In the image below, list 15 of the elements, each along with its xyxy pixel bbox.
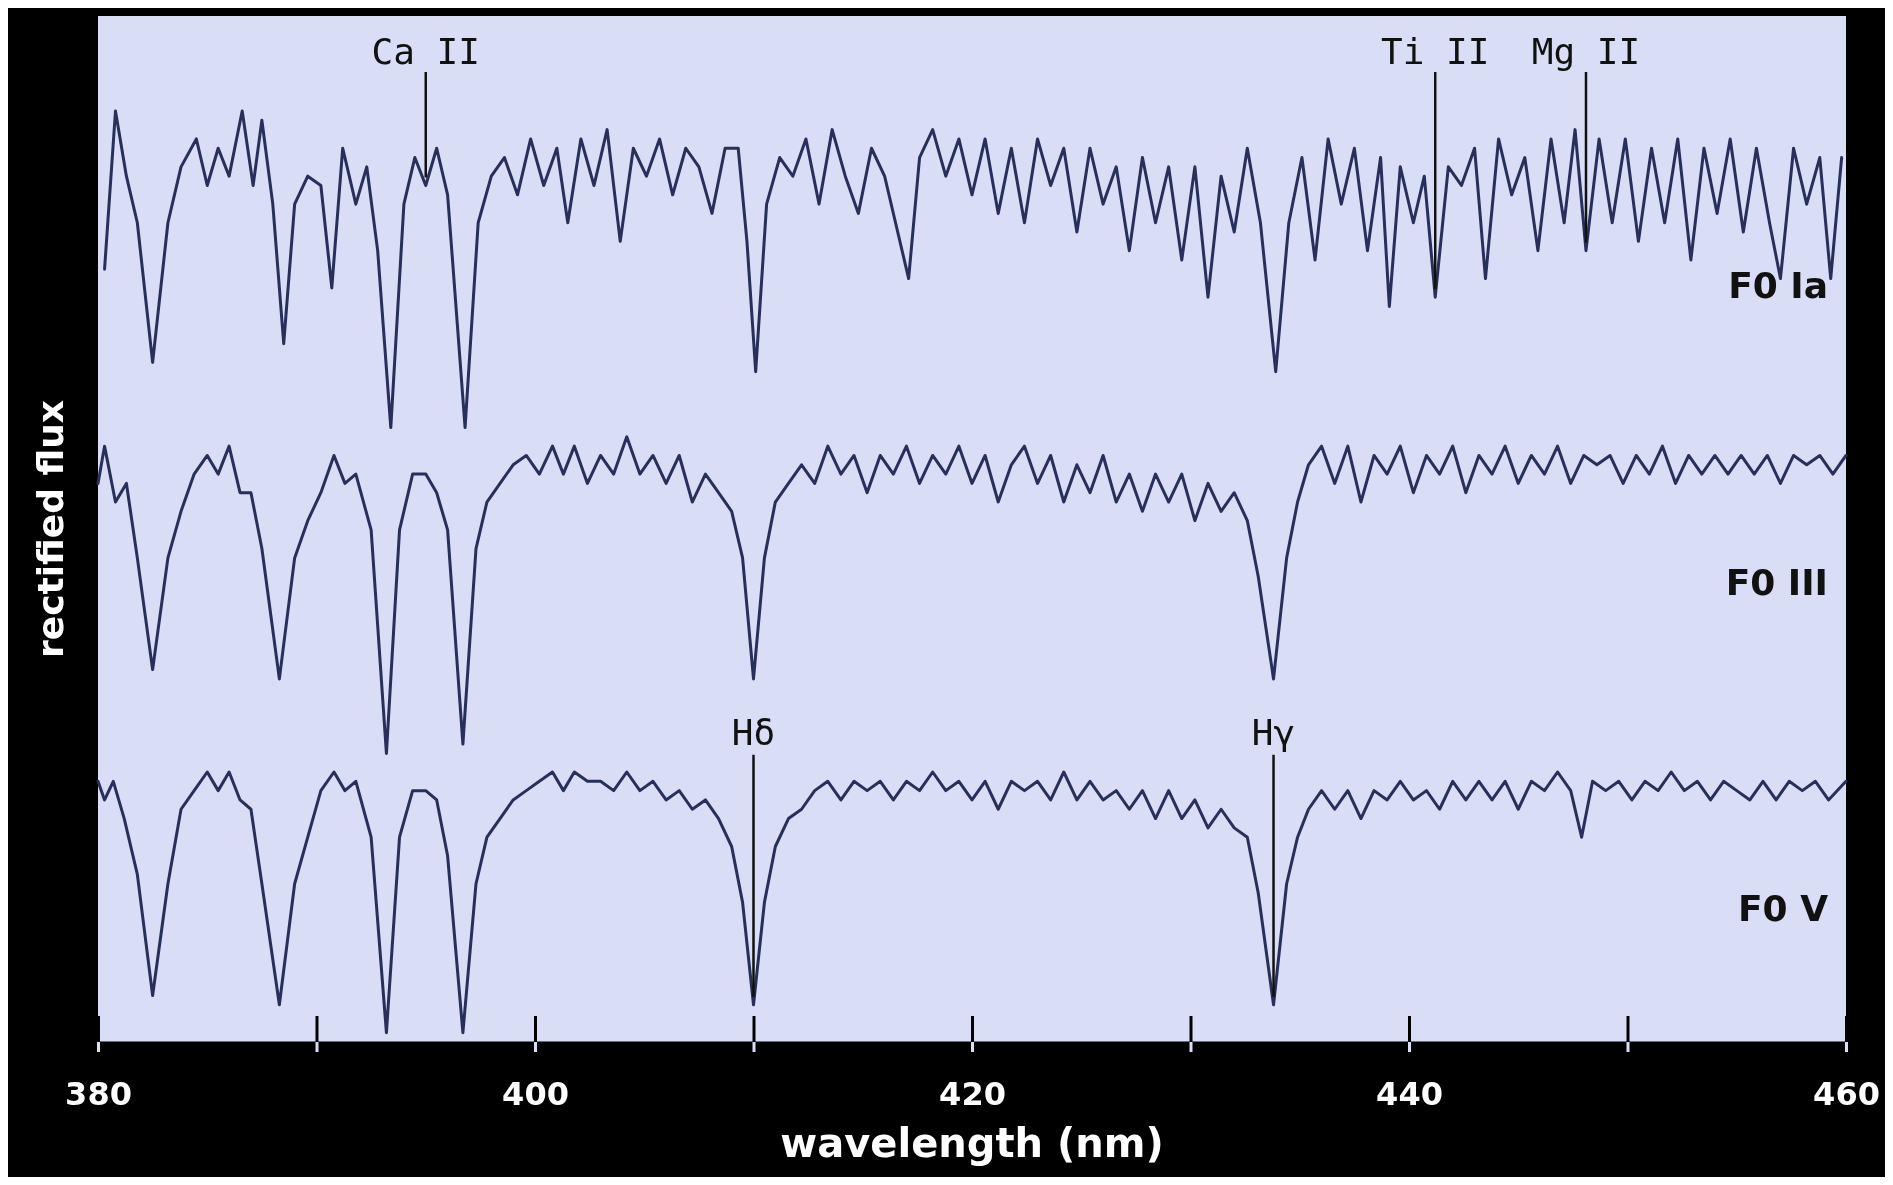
annotation: Hδ	[731, 711, 776, 753]
annotation: Hγ	[1251, 711, 1296, 753]
annotation: Ca II	[371, 31, 480, 72]
x-tick-label: 420	[939, 1074, 1006, 1113]
x-axis-title: wavelength (nm)	[780, 1120, 1164, 1166]
annotation: Mg II	[1531, 31, 1641, 72]
y-axis-title: rectified flux	[30, 400, 71, 658]
text: F0 III	[1725, 562, 1828, 604]
text: F0 V	[1737, 888, 1829, 930]
x-tick-label: 400	[502, 1074, 569, 1113]
x-tick-label: 440	[1376, 1074, 1443, 1113]
annotation: Ti II	[1381, 31, 1490, 72]
x-tick-label: 380	[65, 1074, 132, 1113]
series-label: F0 Ia	[1728, 264, 1828, 306]
x-tick-label: 460	[1813, 1074, 1880, 1113]
